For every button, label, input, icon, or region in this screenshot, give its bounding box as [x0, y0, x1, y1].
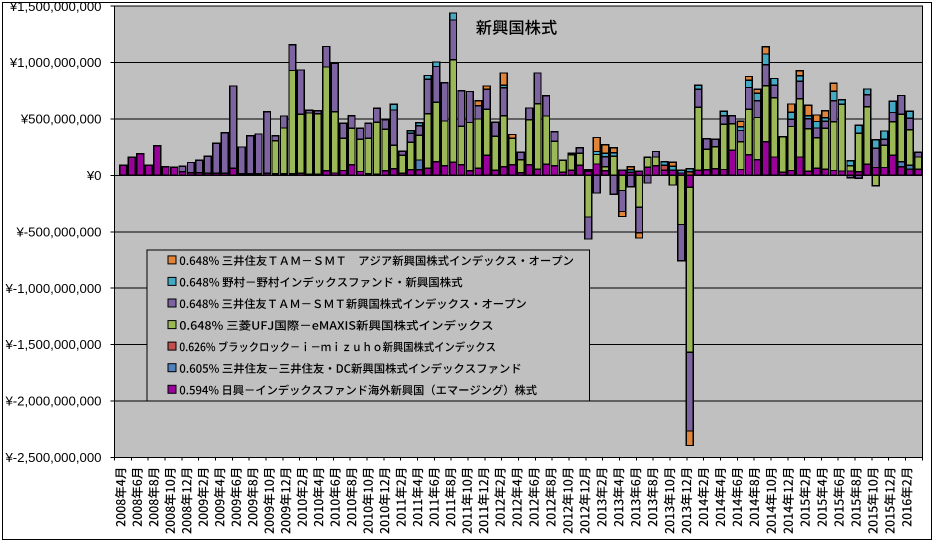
- svg-text:¥-1,000,000,000: ¥-1,000,000,000: [4, 281, 101, 296]
- svg-text:¥0: ¥0: [86, 168, 102, 183]
- svg-text:¥-1,500,000,000: ¥-1,500,000,000: [4, 337, 101, 352]
- svg-text:¥-2,000,000,000: ¥-2,000,000,000: [4, 394, 101, 409]
- svg-text:¥-500,000,000: ¥-500,000,000: [15, 224, 101, 239]
- svg-text:¥500,000,000: ¥500,000,000: [20, 112, 102, 127]
- svg-text:¥-2,500,000,000: ¥-2,500,000,000: [4, 450, 101, 465]
- svg-text:¥1,000,000,000: ¥1,000,000,000: [9, 55, 102, 70]
- svg-text:¥1,500,000,000: ¥1,500,000,000: [9, 0, 102, 14]
